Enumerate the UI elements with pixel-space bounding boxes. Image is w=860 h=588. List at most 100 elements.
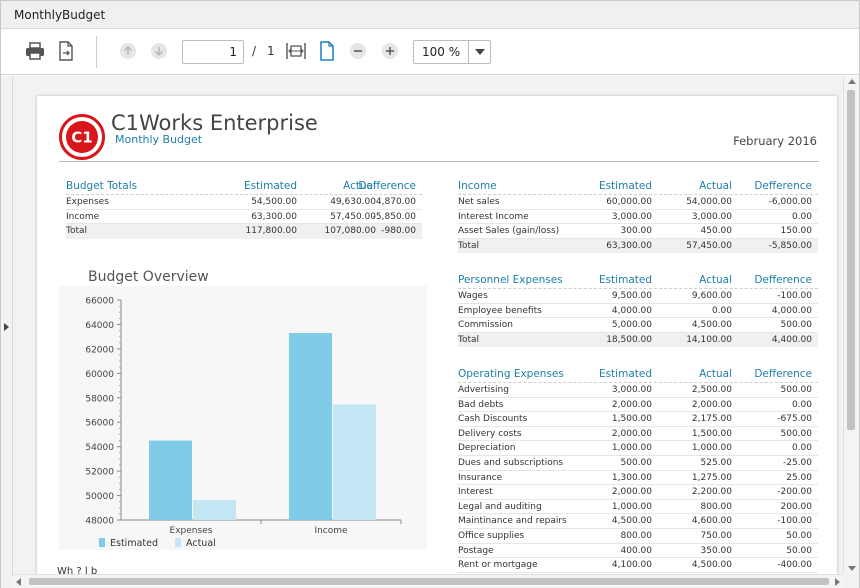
minus-circle-icon: [350, 43, 366, 59]
arrow-down-icon: [151, 43, 167, 59]
table-cell: -400.00: [777, 560, 812, 571]
zoom-select[interactable]: 100 %: [413, 40, 491, 64]
personnel-expenses-table: Personnel Expenses Estimated Actual Deffere…: [458, 274, 818, 348]
budget-overview-chart: 48000 50000 52000 54000 56000 58000 60000 62000…: [85, 297, 402, 536]
arrow-up-icon: [120, 43, 136, 59]
table-cell: -980.00: [381, 226, 416, 237]
table-cell: 117,800.00: [245, 226, 297, 237]
page-number-input[interactable]: [182, 40, 244, 64]
y-tick-label: 50000: [85, 492, 114, 502]
table-cell: -200.00: [777, 487, 812, 498]
table-cell: 2,000.00: [691, 399, 732, 410]
fit-page-button[interactable]: [284, 39, 308, 63]
table-row: Maintinance and repairs 4,500.00 4,600.00 -…: [458, 514, 818, 529]
table-cell: 9,600.00: [691, 291, 732, 301]
scroll-right-icon[interactable]: [835, 578, 840, 586]
table-cell: 800.00: [620, 530, 653, 541]
zoom-dropdown-button[interactable]: [468, 41, 490, 63]
column-header: Estimated: [598, 180, 652, 192]
table-cell: -5,850.00: [768, 240, 812, 251]
page-view-icon: [320, 41, 334, 61]
company-name: C1Works Enterprise: [111, 111, 318, 135]
operating-expenses-table: Operating Expenses Estimated Actual Deffere…: [458, 368, 818, 573]
column-header: Defference: [754, 368, 812, 380]
table-row: Postage 400.00 350.00 50.00: [458, 544, 818, 559]
expand-arrow-icon: [4, 323, 9, 331]
horizontal-scroll-thumb[interactable]: [29, 578, 829, 585]
table-cell: Total: [458, 334, 480, 345]
table-cell: 1,500.00: [691, 428, 732, 439]
table-cell: 450.00: [700, 226, 733, 237]
table-cell: 54,000.00: [686, 197, 732, 207]
table-cell: Commission: [458, 320, 513, 331]
table-cell: 4,100.00: [611, 560, 652, 571]
table-cell: 3,000.00: [691, 211, 732, 222]
table-cell: Maintinance and repairs: [458, 516, 567, 527]
table-cell: Expenses: [66, 197, 109, 207]
table-cell: 4,870.00: [375, 197, 416, 207]
chart-title: Budget Overview: [88, 269, 209, 285]
bar-estimated-expenses: [149, 440, 192, 520]
table-cell: 4,600.00: [691, 516, 732, 527]
table-cell: 25.00: [786, 472, 812, 483]
table-cell: 60,000.00: [606, 197, 652, 207]
table-cell: 0.00: [791, 443, 812, 454]
table-header-row: Budget Totals Estimated Actual Defference: [66, 180, 422, 195]
table-cell: 1,275.00: [691, 472, 732, 483]
table-row: Dues and subscriptions 500.00 525.00 -25.00: [458, 456, 818, 471]
bar-actual-income: [333, 404, 376, 520]
bar-actual-expenses: [193, 500, 236, 520]
toolbar: / 1 100: [1, 29, 859, 75]
table-cell: 500.00: [620, 457, 653, 468]
table-cell: 5,000.00: [611, 320, 652, 331]
legend-item-estimated: Estimated: [99, 538, 158, 549]
column-header: Estimated: [598, 274, 652, 286]
table-cell: 0.00: [711, 305, 732, 316]
table-cell: Interest Income: [458, 211, 529, 222]
table-row: Delivery costs 2,000.00 1,500.00 500.00: [458, 427, 818, 442]
table-cell: 14,100.00: [686, 334, 732, 345]
table-row: Income 63,300.00 57,450.00 -5,850.00: [66, 210, 422, 225]
single-page-button[interactable]: [315, 39, 339, 63]
window-title: MonthlyBudget: [14, 8, 106, 22]
table-cell: 1,500.00: [611, 414, 652, 425]
table-cell: 3,000.00: [611, 385, 652, 395]
table-row: Office supplies 800.00 750.00 50.00: [458, 529, 818, 544]
chart-legend: Estimated Actual: [99, 538, 230, 549]
column-header: Defference: [358, 180, 416, 192]
zoom-in-button[interactable]: [378, 39, 402, 63]
table-row: Interest Income 3,000.00 3,000.00 0.00: [458, 210, 818, 225]
horizontal-scrollbar[interactable]: [13, 574, 843, 588]
table-cell: -25.00: [782, 457, 812, 468]
report-date: February 2016: [733, 134, 817, 148]
zoom-out-button[interactable]: [346, 39, 370, 63]
table-cell: Delivery costs: [458, 428, 522, 439]
table-cell: Rent or mortgage: [458, 560, 538, 571]
x-tick-label: Income: [314, 526, 348, 536]
table-cell: 400.00: [620, 545, 653, 556]
export-button[interactable]: [54, 39, 78, 63]
logo-text: C1: [71, 129, 92, 147]
fit-width-icon: [286, 43, 306, 59]
vertical-scrollbar[interactable]: [843, 76, 858, 574]
vertical-scroll-thumb[interactable]: [847, 90, 855, 430]
next-page-button[interactable]: [147, 39, 171, 63]
scroll-down-icon[interactable]: [848, 566, 856, 571]
table-cell: -5,850.00: [372, 211, 416, 222]
title-bar: MonthlyBudget: [1, 1, 859, 29]
previous-page-button[interactable]: [116, 39, 140, 63]
table-cell: 200.00: [780, 501, 813, 512]
print-button[interactable]: [23, 39, 47, 63]
y-tick-label: 48000: [85, 517, 114, 527]
table-cell: 300.00: [620, 226, 653, 237]
scroll-left-icon[interactable]: [16, 578, 21, 586]
company-logo: C1: [59, 114, 105, 160]
truncated-footer-text: Wh ? l b: [57, 566, 98, 576]
scroll-up-icon[interactable]: [848, 79, 856, 84]
table-cell: 4,400.00: [771, 334, 812, 345]
table-cell: -675.00: [777, 414, 812, 425]
table-cell: 18,500.00: [606, 334, 652, 345]
table-cell: 107,080.00: [324, 226, 376, 237]
sidebar-toggle[interactable]: [1, 76, 13, 576]
